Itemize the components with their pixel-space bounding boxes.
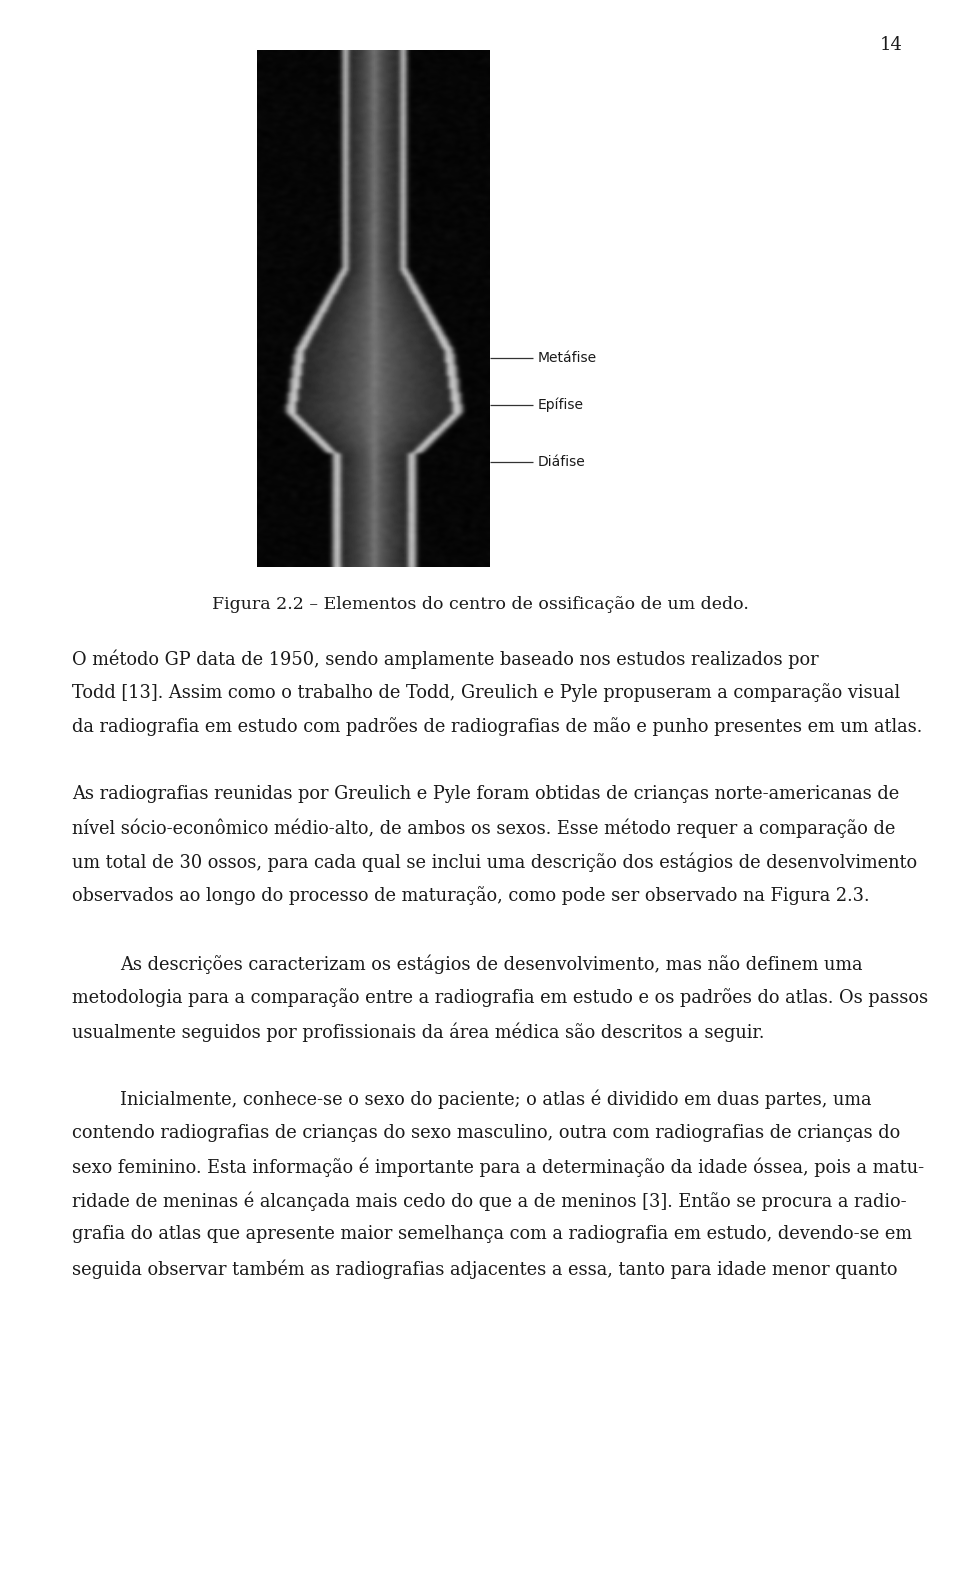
Text: grafia do atlas que apresente maior semelhança com a radiografia em estudo, deve: grafia do atlas que apresente maior seme… — [72, 1226, 912, 1243]
Text: nível sócio-econômico médio-alto, de ambos os sexos. Esse método requer a compar: nível sócio-econômico médio-alto, de amb… — [72, 820, 896, 838]
Text: seguida observar também as radiografias adjacentes a essa, tanto para idade meno: seguida observar também as radiografias … — [72, 1259, 898, 1278]
Text: O método GP data de 1950, sendo amplamente baseado nos estudos realizados por: O método GP data de 1950, sendo amplamen… — [72, 649, 819, 668]
Text: Todd [13]. Assim como o trabalho de Todd, Greulich e Pyle propuseram a comparaçã: Todd [13]. Assim como o trabalho de Todd… — [72, 684, 900, 703]
Text: metodologia para a comparação entre a radiografia em estudo e os padrões do atla: metodologia para a comparação entre a ra… — [72, 988, 928, 1007]
Text: 14: 14 — [879, 36, 902, 54]
Text: usualmente seguidos por profissionais da área médica são descritos a seguir.: usualmente seguidos por profissionais da… — [72, 1023, 764, 1042]
Text: sexo feminino. Esta informação é importante para a determinação da idade óssea, : sexo feminino. Esta informação é importa… — [72, 1158, 924, 1177]
Text: Diáfise: Diáfise — [538, 455, 586, 468]
Text: um total de 30 ossos, para cada qual se inclui uma descrição dos estágios de des: um total de 30 ossos, para cada qual se … — [72, 853, 917, 872]
Text: ridade de meninas é alcançada mais cedo do que a de meninos [3]. Então se procur: ridade de meninas é alcançada mais cedo … — [72, 1191, 906, 1210]
Text: Metáfise: Metáfise — [538, 351, 597, 364]
Text: As descrições caracterizam os estágios de desenvolvimento, mas não definem uma: As descrições caracterizam os estágios d… — [120, 955, 862, 974]
Text: Figura 2.2 – Elementos do centro de ossificação de um dedo.: Figura 2.2 – Elementos do centro de ossi… — [211, 596, 749, 613]
Text: Inicialmente, conhece-se o sexo do paciente; o atlas é dividido em duas partes, : Inicialmente, conhece-se o sexo do pacie… — [120, 1091, 872, 1110]
Text: contendo radiografias de crianças do sexo masculino, outra com radiografias de c: contendo radiografias de crianças do sex… — [72, 1124, 900, 1141]
Text: observados ao longo do processo de maturação, como pode ser observado na Figura : observados ao longo do processo de matur… — [72, 886, 870, 906]
Text: As radiografias reunidas por Greulich e Pyle foram obtidas de crianças norte-ame: As radiografias reunidas por Greulich e … — [72, 785, 900, 802]
Text: Epífise: Epífise — [538, 397, 584, 413]
Text: da radiografia em estudo com padrões de radiografias de mão e punho presentes em: da radiografia em estudo com padrões de … — [72, 717, 923, 736]
